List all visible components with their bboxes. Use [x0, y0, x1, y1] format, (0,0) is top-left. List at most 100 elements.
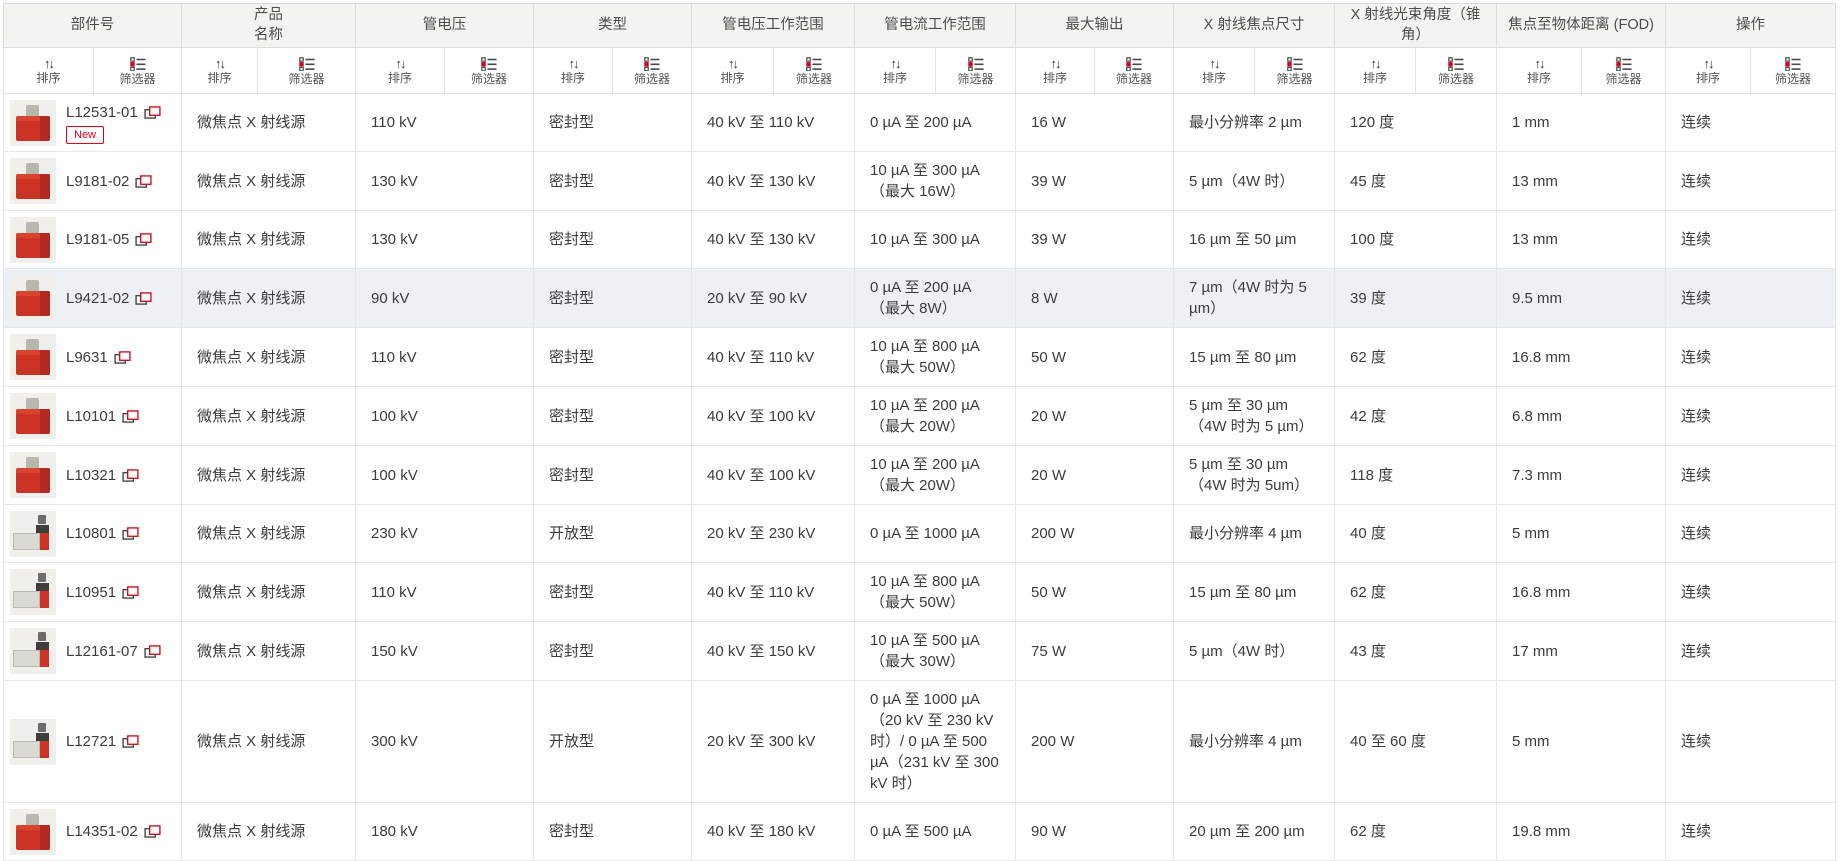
compare-icon[interactable]	[144, 825, 161, 838]
cell-product-name: 微焦点 X 射线源	[181, 802, 356, 861]
compare-icon[interactable]	[135, 175, 152, 188]
cell-product-name: 微焦点 X 射线源	[181, 327, 356, 388]
part-number: L9181-05	[66, 231, 130, 249]
sort-button-type[interactable]: ↑↓ 排序	[534, 48, 612, 93]
cell-beam-angle: 62 度	[1334, 802, 1498, 861]
column-header-max-output: 最大输出	[1015, 2, 1174, 49]
filter-button-operation[interactable]: 筛选器	[1751, 48, 1835, 93]
part-number-link[interactable]: L9421-02	[66, 288, 152, 309]
part-number-link[interactable]: L9631	[66, 347, 131, 368]
cell-voltage-range: 40 kV 至 130 kV	[691, 151, 855, 212]
filter-button-tube-voltage[interactable]: 筛选器	[445, 48, 533, 93]
header-row-titles: 部件号 产品 名称 管电压 类型 管电压工作范围 管电流工作范围 最大输出 X …	[3, 2, 1837, 49]
cell-fod: 13 mm	[1496, 210, 1667, 270]
part-number: L12721	[66, 733, 117, 751]
sort-button-beam-angle[interactable]: ↑↓ 排序	[1335, 48, 1415, 93]
filter-button-current-range[interactable]: 筛选器	[936, 48, 1015, 93]
product-photo	[10, 452, 56, 499]
cell-fod: 17 mm	[1496, 621, 1667, 682]
sort-button-operation[interactable]: ↑↓ 排序	[1666, 48, 1750, 93]
cell-part-number: L14351-02	[3, 802, 182, 861]
cell-operation: 连续	[1665, 802, 1837, 861]
cell-focal-spot: 20 µm 至 200 µm	[1172, 802, 1336, 861]
cell-current-range: 10 µA 至 500 µA（最大 30W）	[854, 621, 1016, 682]
sort-icon: ↑↓	[395, 56, 407, 72]
part-number-link[interactable]: L10321	[66, 465, 139, 486]
part-number-link[interactable]: L9181-05	[66, 229, 152, 250]
part-number-link[interactable]: L10101	[66, 406, 139, 427]
filter-button-product-name[interactable]: 筛选器	[258, 48, 355, 93]
table-row: L10801 微焦点 X 射线源 230 kV 开放型 20 kV 至 230 …	[3, 504, 1837, 564]
column-header-fod: 焦点至物体距离 (FOD)	[1496, 2, 1667, 49]
compare-icon[interactable]	[122, 410, 139, 423]
filter-button-type[interactable]: 筛选器	[613, 48, 691, 93]
cell-part-number: L9181-02	[3, 151, 182, 212]
compare-icon[interactable]	[135, 233, 152, 246]
sort-button-current-range[interactable]: ↑↓ 排序	[855, 48, 935, 93]
cell-voltage-range: 20 kV 至 90 kV	[691, 268, 855, 329]
filter-button-beam-angle[interactable]: 筛选器	[1416, 48, 1496, 93]
cell-voltage-range: 40 kV 至 110 kV	[691, 93, 855, 153]
cell-max-output: 200 W	[1015, 680, 1174, 804]
cell-focal-spot: 5 µm（4W 时）	[1172, 151, 1336, 212]
compare-icon[interactable]	[122, 586, 139, 599]
cell-voltage-range: 40 kV 至 110 kV	[691, 327, 855, 388]
cell-voltage-range: 40 kV 至 130 kV	[691, 210, 855, 270]
filter-button-fod[interactable]: 筛选器	[1582, 48, 1665, 93]
cell-tube-voltage: 100 kV	[355, 445, 534, 506]
part-number-link[interactable]: L14351-02	[66, 821, 161, 842]
sort-button-product-name[interactable]: ↑↓ 排序	[182, 48, 257, 93]
part-number-link[interactable]: L12721	[66, 731, 139, 752]
compare-icon[interactable]	[122, 735, 139, 748]
cell-beam-angle: 40 度	[1334, 504, 1498, 564]
sort-button-fod[interactable]: ↑↓ 排序	[1497, 48, 1581, 93]
column-header-product-name: 产品 名称	[181, 2, 356, 49]
cell-current-range: 0 µA 至 200 µA	[854, 93, 1016, 153]
cell-type: 密封型	[533, 268, 692, 329]
filter-button-part-number[interactable]: 筛选器	[94, 48, 181, 93]
filter-icon	[1448, 57, 1464, 71]
cell-product-name: 微焦点 X 射线源	[181, 268, 356, 329]
cell-beam-angle: 43 度	[1334, 621, 1498, 682]
part-number-link[interactable]: L9181-02	[66, 171, 152, 192]
filter-icon	[1287, 57, 1303, 71]
part-number: L9421-02	[66, 289, 130, 307]
compare-icon[interactable]	[122, 527, 139, 540]
cell-tube-voltage: 130 kV	[355, 210, 534, 270]
compare-icon[interactable]	[114, 351, 131, 364]
sort-button-part-number[interactable]: ↑↓ 排序	[4, 48, 93, 93]
cell-focal-spot: 7 µm（4W 时为 5 µm）	[1172, 268, 1336, 329]
cell-beam-angle: 120 度	[1334, 93, 1498, 153]
product-photo	[10, 393, 56, 440]
compare-icon[interactable]	[144, 645, 161, 658]
part-number-link[interactable]: L12161-07	[66, 641, 161, 662]
sort-button-max-output[interactable]: ↑↓ 排序	[1016, 48, 1094, 93]
cell-operation: 连续	[1665, 93, 1837, 153]
cell-max-output: 20 W	[1015, 445, 1174, 506]
sort-button-voltage-range[interactable]: ↑↓ 排序	[692, 48, 773, 93]
cell-current-range: 10 µA 至 300 µA（最大 16W）	[854, 151, 1016, 212]
table-row: L10321 微焦点 X 射线源 100 kV 密封型 40 kV 至 100 …	[3, 445, 1837, 506]
filter-button-max-output[interactable]: 筛选器	[1095, 48, 1173, 93]
part-number-link[interactable]: L12531-01	[66, 102, 161, 123]
cell-product-name: 微焦点 X 射线源	[181, 151, 356, 212]
filter-button-focal-spot[interactable]: 筛选器	[1255, 48, 1334, 93]
compare-icon[interactable]	[144, 106, 161, 119]
sort-button-tube-voltage[interactable]: ↑↓ 排序	[356, 48, 444, 93]
compare-icon[interactable]	[135, 292, 152, 305]
cell-operation: 连续	[1665, 327, 1837, 388]
cell-voltage-range: 40 kV 至 100 kV	[691, 386, 855, 447]
part-number-link[interactable]: L10801	[66, 523, 139, 544]
part-number-link[interactable]: L10951	[66, 582, 139, 603]
cell-product-name: 微焦点 X 射线源	[181, 445, 356, 506]
sort-button-focal-spot[interactable]: ↑↓ 排序	[1174, 48, 1254, 93]
filter-button-voltage-range[interactable]: 筛选器	[774, 48, 854, 93]
cell-focal-spot: 15 µm 至 80 µm	[1172, 562, 1336, 623]
cell-tube-voltage: 180 kV	[355, 802, 534, 861]
cell-max-output: 8 W	[1015, 268, 1174, 329]
filter-icon	[130, 57, 146, 71]
compare-icon[interactable]	[122, 469, 139, 482]
cell-type: 密封型	[533, 445, 692, 506]
cell-fod: 1 mm	[1496, 93, 1667, 153]
